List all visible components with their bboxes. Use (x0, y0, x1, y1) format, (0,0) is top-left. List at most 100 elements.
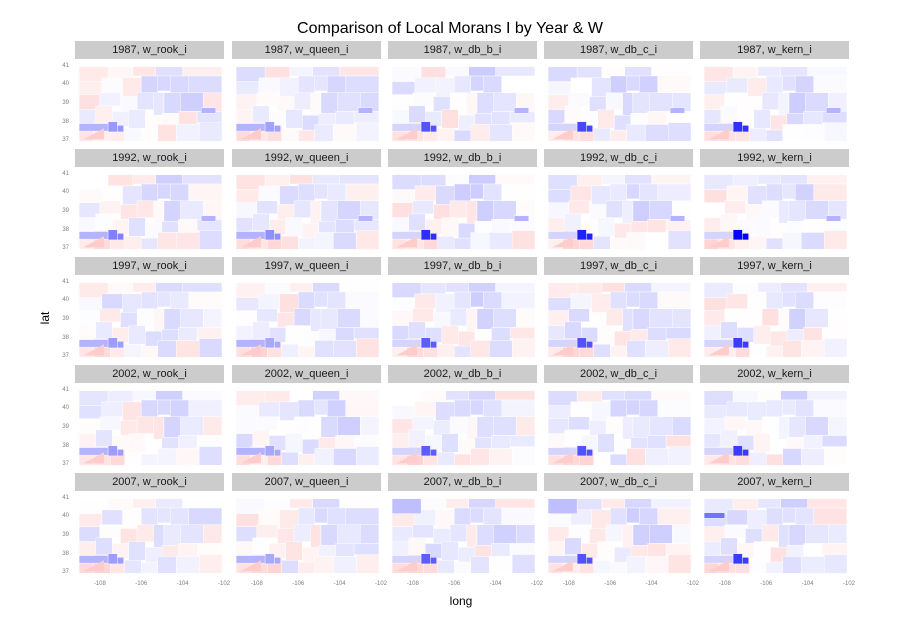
map-region (258, 77, 280, 93)
map-region (703, 109, 721, 125)
map-region (453, 345, 471, 358)
map-region (803, 111, 823, 125)
map-region (657, 507, 692, 525)
map-region (605, 308, 623, 326)
map-region (782, 232, 802, 250)
map-region (140, 561, 158, 574)
map-region (314, 75, 328, 92)
map-area (700, 387, 849, 469)
map-region (780, 174, 808, 185)
x-tick-label: -108 (718, 581, 731, 587)
map-region (293, 308, 311, 326)
map-region (128, 109, 146, 129)
map-region (828, 308, 848, 328)
map-region (182, 174, 223, 185)
map-region (470, 232, 490, 250)
facet-panel: 1992, w_queen_i (232, 149, 381, 253)
map-region (647, 111, 667, 125)
map-region (669, 107, 685, 114)
map-region (794, 399, 814, 417)
map-region (803, 327, 823, 341)
map-region (649, 200, 673, 220)
map-region (335, 327, 355, 341)
map-region (274, 341, 281, 349)
map-region (78, 433, 96, 449)
map-region (794, 183, 814, 201)
map-region (169, 291, 189, 309)
map-region (605, 416, 623, 434)
y-tick-label: 38 (62, 118, 69, 125)
map-region (333, 124, 357, 142)
map-region (339, 282, 380, 293)
map-region (547, 217, 565, 233)
map-region (235, 513, 260, 527)
map-region (153, 416, 165, 440)
map-region (264, 66, 291, 79)
map-region (117, 341, 124, 349)
map-region (124, 451, 142, 466)
facet-strip-label: 1997, w_rook_i (75, 257, 224, 275)
map-region (78, 325, 96, 341)
map-region (235, 297, 260, 311)
map-region (576, 121, 587, 133)
map-region (412, 92, 434, 106)
map-region (289, 174, 313, 185)
map-region (176, 232, 200, 250)
map-region (289, 498, 313, 509)
map-region (235, 325, 253, 341)
map-region (732, 174, 759, 187)
map-area (388, 387, 537, 469)
map-region (489, 448, 513, 466)
map-region (703, 189, 728, 203)
map-region (726, 509, 748, 525)
map-region (437, 559, 455, 574)
map-region (589, 528, 607, 544)
map-region (601, 66, 625, 77)
map-region (821, 543, 848, 555)
map-region (609, 399, 627, 417)
map-region (252, 429, 270, 447)
x-axis-label: long (449, 594, 473, 608)
map-region (782, 75, 796, 92)
map-region (765, 237, 783, 250)
map-region (474, 329, 492, 341)
map-region (297, 561, 315, 574)
map-region (576, 498, 603, 511)
map-region (828, 416, 848, 436)
map-region (626, 399, 640, 416)
map-region (757, 498, 781, 509)
facet-strip-label: 2007, w_queen_i (232, 473, 381, 491)
map-region (274, 449, 281, 457)
map-region (470, 124, 490, 142)
map-area (75, 279, 224, 361)
map-region (724, 524, 746, 538)
facet-panel: 1997, w_db_b_i (388, 257, 537, 361)
map-region (235, 81, 260, 95)
map-region (240, 236, 261, 248)
map-region (780, 498, 808, 509)
map-region (320, 416, 338, 438)
map-region (667, 338, 692, 358)
map-region (155, 282, 183, 293)
map-region (513, 107, 529, 114)
map-region (353, 435, 380, 447)
map-region (453, 399, 471, 417)
map-region (169, 183, 189, 201)
map-region (794, 507, 814, 525)
map-region (314, 183, 328, 200)
map-region (491, 327, 511, 341)
map-region (547, 297, 572, 311)
map-region (474, 221, 492, 233)
map-region (437, 127, 455, 142)
map-region (468, 282, 496, 293)
map-region (482, 75, 502, 93)
map-region (198, 554, 223, 574)
map-region (441, 109, 459, 129)
facet-strip-label: 2007, w_kern_i (700, 473, 849, 491)
map-region (235, 405, 260, 419)
map-region (449, 92, 467, 110)
map-region (622, 200, 634, 224)
facet-panel: 2007, w_queen_i (232, 473, 381, 577)
map-region (638, 291, 658, 309)
map-region (825, 215, 841, 222)
